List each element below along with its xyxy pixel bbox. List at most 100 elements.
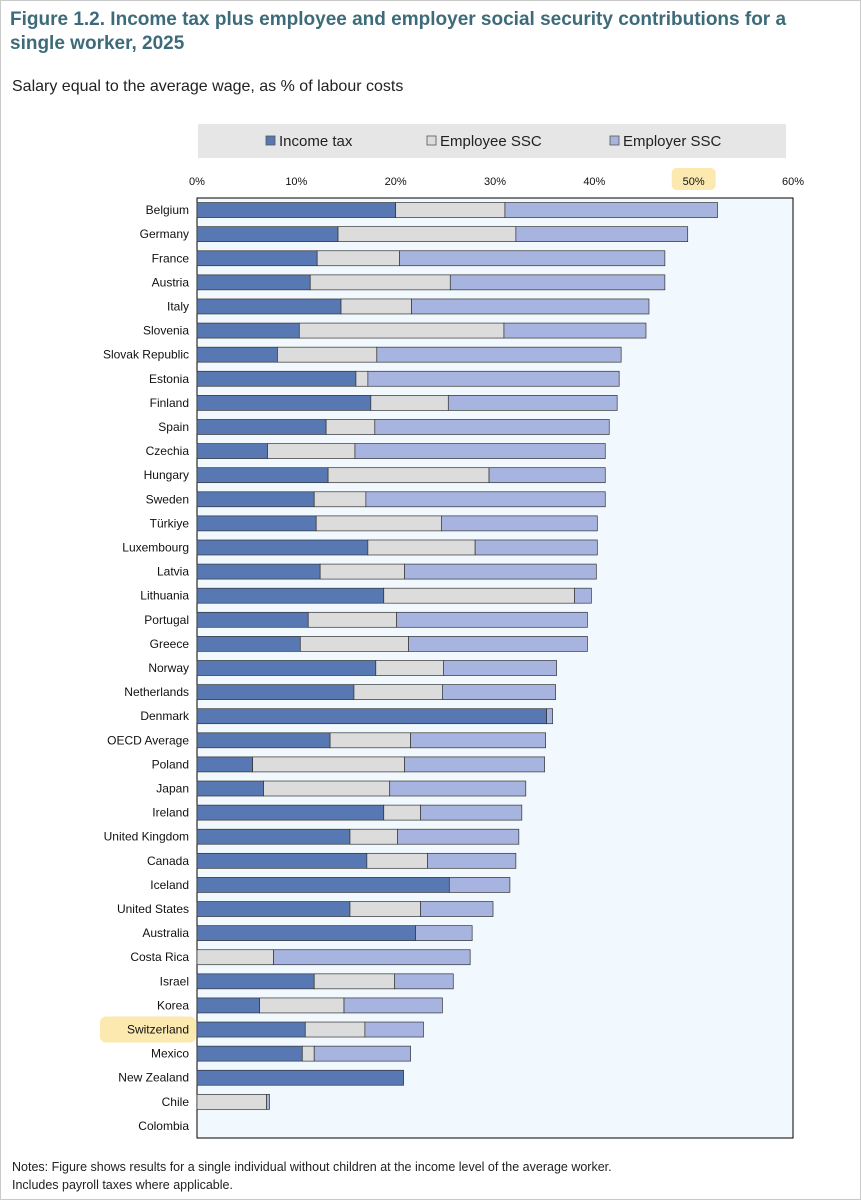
bar-luxembourg-employee-ssc bbox=[367, 539, 476, 556]
bar-spain-employee-ssc bbox=[325, 419, 376, 435]
bar-norway-employee-ssc bbox=[375, 660, 444, 676]
bar-poland-employer-ssc bbox=[404, 756, 546, 773]
bar-ireland-income-tax bbox=[196, 804, 385, 821]
bar-united-states-income-tax bbox=[196, 901, 351, 917]
y-label-denmark: Denmark bbox=[140, 709, 190, 723]
bar-estonia-employee-ssc bbox=[355, 370, 369, 387]
bar-lithuania-employee-ssc bbox=[383, 587, 575, 604]
legend-swatch-employee-ssc bbox=[426, 135, 437, 146]
y-label-costa-rica: Costa Rica bbox=[130, 950, 189, 964]
y-label-germany: Germany bbox=[140, 227, 189, 241]
y-label-sweden: Sweden bbox=[146, 492, 189, 506]
y-label-united-kingdom: United Kingdom bbox=[104, 830, 189, 844]
highlight-tick-50 bbox=[671, 168, 716, 190]
bar-mexico-employee-ssc bbox=[301, 1045, 315, 1062]
bar-spain-employer-ssc bbox=[374, 419, 610, 435]
y-label-slovenia: Slovenia bbox=[143, 324, 189, 338]
bar-united-kingdom-employer-ssc bbox=[397, 828, 520, 845]
bar-japan-employer-ssc bbox=[389, 780, 527, 797]
x-tick-label: 10% bbox=[285, 176, 307, 188]
y-label-greece: Greece bbox=[150, 637, 190, 651]
x-tick-label: 60% bbox=[782, 176, 804, 188]
y-label-latvia: Latvia bbox=[157, 565, 189, 579]
bar-denmark-employer-ssc bbox=[546, 708, 553, 725]
y-label-finland: Finland bbox=[150, 396, 189, 410]
bar-sweden-income-tax bbox=[196, 491, 315, 508]
highlight-row-switzerland bbox=[100, 1016, 196, 1043]
bar-finland-employee-ssc bbox=[370, 395, 449, 411]
y-label-oecd-average: OECD Average bbox=[107, 733, 189, 747]
y-label-lithuania: Lithuania bbox=[140, 589, 189, 603]
bar-austria-employee-ssc bbox=[309, 274, 451, 291]
x-tick-label: 0% bbox=[189, 176, 205, 188]
bar-france-employee-ssc bbox=[316, 250, 400, 267]
bar-costa-rica-employee-ssc bbox=[196, 949, 274, 966]
y-label-mexico: Mexico bbox=[151, 1047, 189, 1061]
y-label-japan: Japan bbox=[156, 782, 189, 796]
y-label-iceland: Iceland bbox=[150, 878, 189, 892]
bar-czechia-income-tax bbox=[196, 443, 268, 459]
y-label-poland: Poland bbox=[152, 757, 189, 771]
y-label-ireland: Ireland bbox=[152, 806, 189, 820]
bar-luxembourg-income-tax bbox=[196, 539, 369, 556]
bar-t-rkiye-income-tax bbox=[196, 515, 317, 532]
x-tick-label: 40% bbox=[583, 176, 605, 188]
bar-slovak-republic-employer-ssc bbox=[376, 346, 622, 363]
bar-luxembourg-employer-ssc bbox=[474, 539, 598, 556]
bar-slovak-republic-employee-ssc bbox=[277, 346, 378, 363]
bar-norway-employer-ssc bbox=[442, 660, 557, 676]
bar-austria-income-tax bbox=[196, 274, 311, 291]
bar-slovenia-income-tax bbox=[196, 322, 300, 339]
bar-netherlands-income-tax bbox=[196, 684, 355, 700]
bar-united-kingdom-income-tax bbox=[196, 828, 351, 845]
bar-ireland-employee-ssc bbox=[383, 804, 421, 821]
y-label-slovak-republic: Slovak Republic bbox=[103, 348, 189, 362]
bar-canada-employee-ssc bbox=[366, 852, 428, 869]
bar-canada-employer-ssc bbox=[427, 852, 517, 869]
y-label-switzerland: Switzerland bbox=[127, 1023, 189, 1037]
bar-greece-employee-ssc bbox=[299, 636, 409, 652]
bar-greece-employer-ssc bbox=[408, 636, 588, 652]
y-label-portugal: Portugal bbox=[144, 613, 189, 627]
y-label-chile: Chile bbox=[162, 1095, 190, 1109]
bar-switzerland-income-tax bbox=[196, 1021, 306, 1038]
y-label-t-rkiye: Türkiye bbox=[150, 516, 190, 530]
bar-sweden-employer-ssc bbox=[365, 491, 606, 508]
bar-canada-income-tax bbox=[196, 852, 368, 869]
bar-lithuania-employer-ssc bbox=[574, 587, 592, 604]
bar-denmark-income-tax bbox=[196, 708, 548, 725]
bar-germany-employee-ssc bbox=[337, 226, 517, 243]
y-label-norway: Norway bbox=[148, 661, 189, 675]
bar-iceland-employer-ssc bbox=[448, 877, 511, 893]
bar-united-kingdom-employee-ssc bbox=[349, 828, 399, 845]
notes-line-2: Includes payroll taxes where applicable. bbox=[12, 1178, 233, 1192]
legend-label-employer-ssc: Employer SSC bbox=[623, 133, 722, 150]
bar-israel-employer-ssc bbox=[394, 973, 454, 990]
bar-spain-income-tax bbox=[196, 419, 327, 435]
bar-australia-income-tax bbox=[196, 925, 416, 941]
bar-belgium-employer-ssc bbox=[504, 202, 718, 218]
bar-portugal-employee-ssc bbox=[307, 611, 398, 628]
x-tick-label: 50% bbox=[683, 176, 705, 188]
bar-lithuania-income-tax bbox=[196, 587, 385, 604]
y-label-austria: Austria bbox=[152, 275, 190, 289]
bar-belgium-employee-ssc bbox=[395, 202, 506, 218]
bar-hungary-employer-ssc bbox=[488, 467, 606, 484]
bar-mexico-income-tax bbox=[196, 1045, 303, 1062]
bar-estonia-income-tax bbox=[196, 370, 357, 387]
y-label-italy: Italy bbox=[167, 299, 189, 313]
bar-israel-income-tax bbox=[196, 973, 315, 990]
bar-iceland-income-tax bbox=[196, 877, 450, 893]
y-label-spain: Spain bbox=[158, 420, 189, 434]
bar-sweden-employee-ssc bbox=[313, 491, 367, 508]
bar-oecd-average-employer-ssc bbox=[410, 732, 547, 749]
legend-background bbox=[198, 124, 786, 158]
y-label-hungary: Hungary bbox=[144, 468, 189, 482]
bar-ireland-employer-ssc bbox=[420, 804, 523, 821]
bar-italy-employer-ssc bbox=[411, 298, 650, 315]
figure-title: Figure 1.2. Income tax plus employee and… bbox=[10, 9, 787, 54]
bar-switzerland-employee-ssc bbox=[304, 1021, 366, 1038]
bar-korea-income-tax bbox=[196, 997, 260, 1014]
y-label-netherlands: Netherlands bbox=[124, 685, 189, 699]
notes-line-1: Notes: Figure shows results for a single… bbox=[12, 1160, 612, 1174]
